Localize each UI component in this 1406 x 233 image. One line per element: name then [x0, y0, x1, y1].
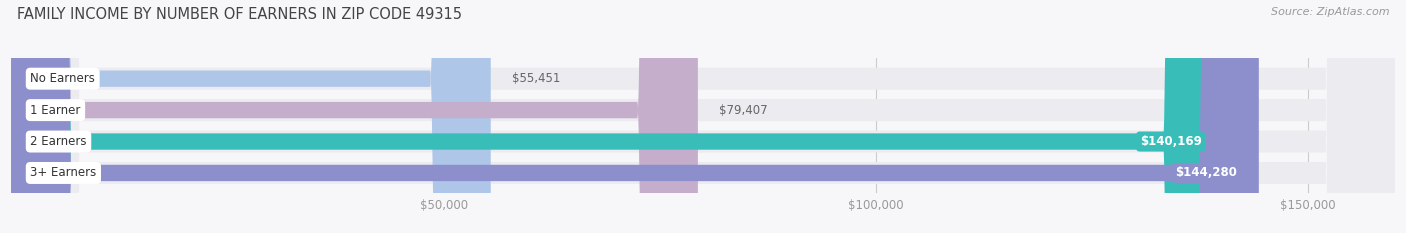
- Text: FAMILY INCOME BY NUMBER OF EARNERS IN ZIP CODE 49315: FAMILY INCOME BY NUMBER OF EARNERS IN ZI…: [17, 7, 463, 22]
- FancyBboxPatch shape: [11, 0, 1258, 233]
- FancyBboxPatch shape: [11, 0, 697, 233]
- FancyBboxPatch shape: [11, 0, 1223, 233]
- FancyBboxPatch shape: [11, 0, 1395, 233]
- Text: 3+ Earners: 3+ Earners: [31, 166, 97, 179]
- Text: 2 Earners: 2 Earners: [31, 135, 87, 148]
- FancyBboxPatch shape: [11, 0, 1395, 233]
- Text: Source: ZipAtlas.com: Source: ZipAtlas.com: [1271, 7, 1389, 17]
- FancyBboxPatch shape: [11, 0, 1395, 233]
- Text: 1 Earner: 1 Earner: [31, 104, 80, 116]
- Text: $55,451: $55,451: [512, 72, 561, 85]
- FancyBboxPatch shape: [11, 0, 1395, 233]
- Text: $79,407: $79,407: [720, 104, 768, 116]
- Text: $144,280: $144,280: [1175, 166, 1237, 179]
- Text: $140,169: $140,169: [1140, 135, 1202, 148]
- FancyBboxPatch shape: [11, 0, 491, 233]
- Text: No Earners: No Earners: [31, 72, 96, 85]
